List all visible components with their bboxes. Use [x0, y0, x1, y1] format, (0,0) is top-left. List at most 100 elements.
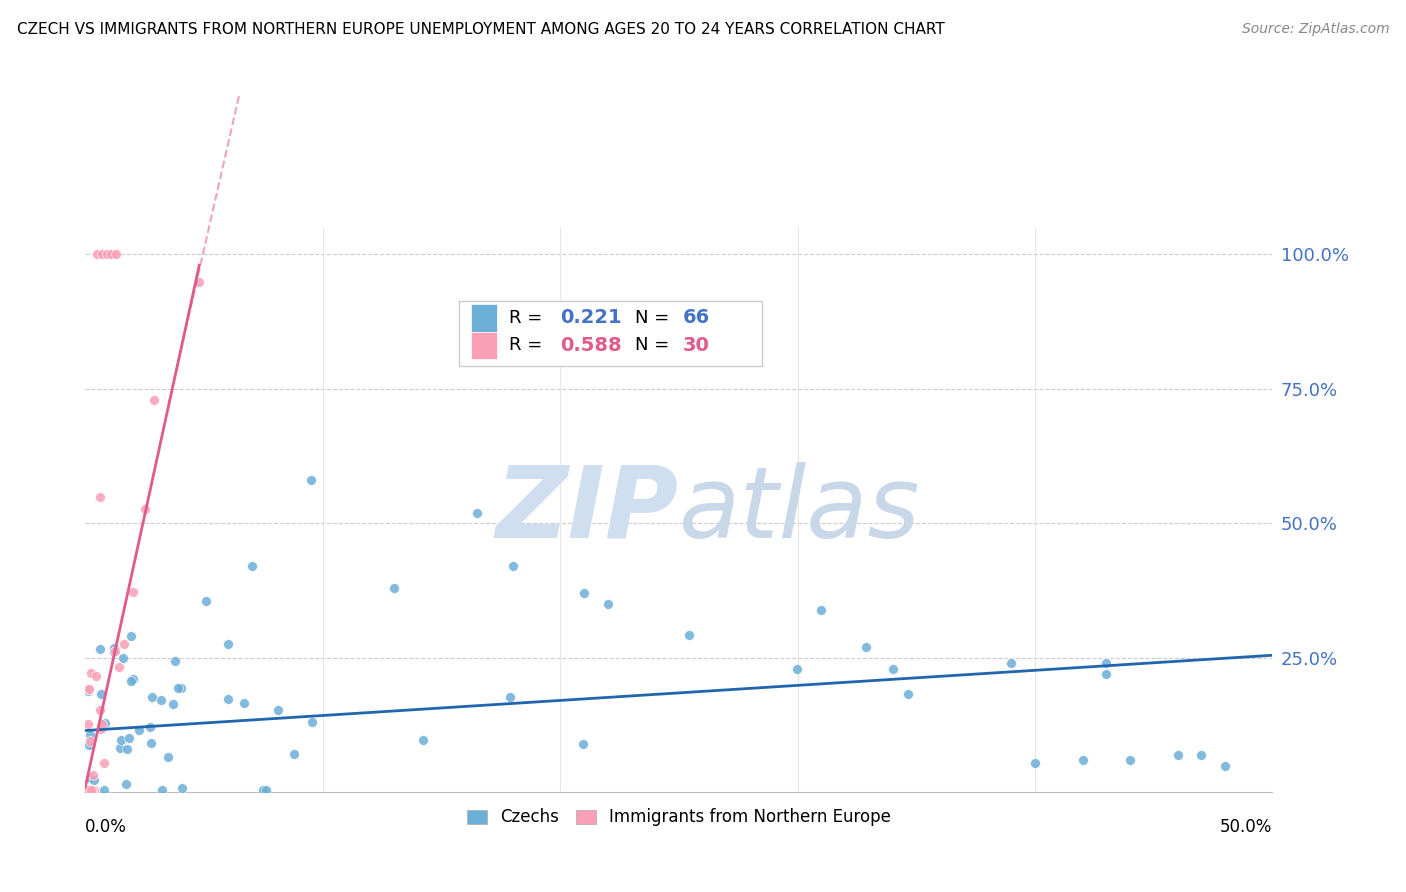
Point [162, 697, 184, 711]
Point [79, 771, 101, 785]
Point [1000, 657, 1022, 671]
Point [252, 782, 274, 797]
Point [90, 247, 112, 261]
Point [1071, 753, 1094, 767]
Point [89, 490, 111, 504]
Text: N =: N = [636, 336, 675, 354]
Point [100, 247, 122, 261]
Point [217, 692, 239, 706]
Point [810, 602, 832, 616]
Text: R =: R = [509, 336, 548, 354]
Point [143, 393, 166, 408]
Point [299, 474, 322, 488]
Point [111, 651, 134, 665]
Point [217, 637, 239, 651]
Text: 0.221: 0.221 [560, 309, 621, 327]
Text: atlas: atlas [679, 461, 921, 558]
Point [1119, 753, 1142, 767]
Text: Source: ZipAtlas.com: Source: ZipAtlas.com [1241, 22, 1389, 37]
Point [82, 782, 104, 797]
Point [1024, 756, 1046, 770]
Point [94, 716, 117, 731]
Point [120, 673, 142, 688]
Text: CZECH VS IMMIGRANTS FROM NORTHERN EUROPE UNEMPLOYMENT AMONG AGES 20 TO 24 YEARS : CZECH VS IMMIGRANTS FROM NORTHERN EUROPE… [17, 22, 945, 37]
Point [90, 722, 112, 736]
Point [465, 506, 488, 520]
Point [80, 666, 103, 681]
Point [115, 741, 138, 756]
Point [170, 780, 193, 795]
FancyBboxPatch shape [460, 301, 762, 366]
Point [855, 640, 877, 654]
Point [120, 629, 142, 643]
Text: 0.0%: 0.0% [86, 818, 127, 836]
Point [86, 247, 108, 261]
Point [103, 645, 125, 659]
Point [165, 654, 187, 668]
Point [77, 782, 100, 797]
Legend: Czechs, Immigrants from Northern Europe: Czechs, Immigrants from Northern Europe [467, 808, 891, 827]
Point [139, 735, 162, 749]
Point [108, 660, 131, 674]
Point [79, 739, 101, 753]
Point [382, 581, 405, 595]
Point [301, 714, 323, 729]
Point [76, 684, 98, 698]
Point [139, 720, 162, 734]
Point [240, 559, 263, 574]
Point [115, 777, 138, 791]
Point [188, 276, 211, 290]
Text: 50.0%: 50.0% [1220, 818, 1272, 836]
Point [90, 687, 112, 701]
Point [83, 782, 105, 797]
Point [76, 717, 98, 731]
Point [882, 662, 904, 676]
Point [897, 687, 920, 701]
Point [128, 723, 150, 738]
Point [166, 681, 188, 696]
Point [112, 637, 135, 651]
Point [83, 782, 105, 797]
Point [86, 669, 108, 683]
Point [1095, 657, 1118, 671]
Point [96, 247, 118, 261]
Point [267, 703, 290, 717]
Point [170, 681, 193, 696]
Point [93, 782, 115, 797]
Text: ZIP: ZIP [496, 461, 679, 558]
Point [83, 772, 105, 787]
Text: R =: R = [509, 309, 548, 327]
Point [103, 641, 125, 656]
Bar [471, 304, 498, 332]
Point [122, 585, 145, 599]
Bar [471, 332, 498, 359]
Point [76, 782, 98, 797]
Point [254, 782, 277, 797]
Text: N =: N = [636, 309, 675, 327]
Point [1213, 758, 1236, 772]
Point [82, 768, 104, 782]
Point [134, 501, 156, 516]
Point [91, 716, 114, 731]
Point [502, 559, 524, 574]
Point [596, 597, 619, 611]
Point [572, 738, 595, 752]
Point [110, 732, 132, 747]
Point [499, 690, 522, 704]
Point [1189, 747, 1212, 762]
Text: 30: 30 [682, 335, 710, 355]
Point [89, 641, 111, 656]
Point [105, 247, 128, 261]
Point [678, 628, 700, 642]
Point [77, 682, 100, 697]
Point [93, 756, 115, 770]
Point [108, 741, 131, 756]
Point [786, 662, 808, 676]
Point [233, 696, 256, 710]
Point [283, 747, 305, 761]
Point [121, 673, 143, 687]
Point [572, 586, 595, 600]
Point [118, 731, 141, 746]
Point [412, 732, 434, 747]
Text: 66: 66 [682, 309, 710, 327]
